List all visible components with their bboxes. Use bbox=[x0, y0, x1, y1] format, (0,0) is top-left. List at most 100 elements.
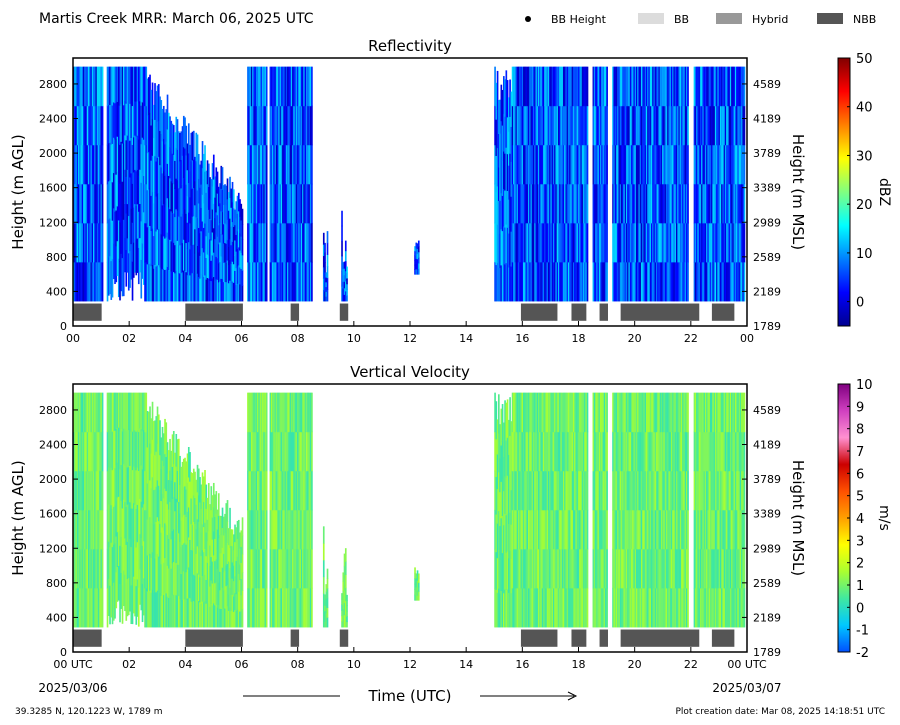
echo-cell bbox=[642, 470, 644, 511]
echo-cell bbox=[79, 261, 81, 302]
echo-cell bbox=[699, 144, 702, 185]
echo-cell bbox=[630, 548, 633, 589]
echo-cell bbox=[93, 509, 95, 550]
echo-cell bbox=[707, 66, 710, 107]
echo-cell bbox=[344, 574, 347, 589]
echo-cell bbox=[304, 431, 307, 472]
echo-cell bbox=[576, 470, 579, 511]
echo-cell bbox=[729, 222, 732, 263]
echo-cell bbox=[713, 587, 716, 628]
echo-cell bbox=[260, 222, 263, 263]
echo-cell bbox=[150, 453, 153, 489]
echo-cell bbox=[169, 564, 171, 597]
echo-cell bbox=[239, 595, 241, 612]
echo-cell bbox=[570, 392, 573, 433]
echo-cell bbox=[272, 105, 274, 146]
echo-cell bbox=[117, 181, 120, 221]
echo-cell bbox=[346, 266, 348, 273]
echo-cell bbox=[569, 431, 571, 472]
echo-cell bbox=[567, 66, 570, 107]
echo-cell bbox=[235, 593, 238, 611]
echo-cell bbox=[535, 392, 538, 433]
echo-cell bbox=[652, 392, 654, 433]
echo-cell bbox=[585, 105, 588, 146]
echo-cell bbox=[734, 183, 737, 224]
echo-cell bbox=[662, 222, 664, 263]
echo-cell bbox=[658, 66, 661, 107]
echo-cell bbox=[136, 467, 139, 505]
echo-cell bbox=[547, 431, 550, 472]
echo-cell bbox=[667, 392, 669, 433]
echo-cell bbox=[324, 271, 326, 283]
echo-cell bbox=[292, 470, 294, 511]
echo-cell bbox=[202, 551, 205, 578]
echo-cell bbox=[324, 610, 326, 617]
echo-cell bbox=[106, 548, 109, 589]
echo-cell bbox=[417, 586, 420, 592]
echo-cell bbox=[76, 587, 79, 628]
echo-cell bbox=[598, 431, 601, 472]
echo-cell bbox=[703, 392, 706, 433]
echo-cell bbox=[221, 256, 224, 280]
echo-cell bbox=[191, 473, 194, 500]
echo-cell bbox=[605, 183, 607, 224]
echo-cell bbox=[644, 66, 647, 107]
echo-cell bbox=[258, 144, 261, 185]
echo-cell bbox=[501, 552, 504, 591]
echo-cell bbox=[227, 561, 230, 579]
echo-cell bbox=[260, 392, 263, 433]
echo-cell bbox=[151, 514, 154, 553]
echo-cell bbox=[414, 269, 416, 275]
echo-cell bbox=[526, 66, 529, 107]
echo-cell bbox=[520, 105, 523, 146]
y2-tick-label: 3389 bbox=[753, 182, 781, 195]
echo-cell bbox=[190, 472, 193, 499]
echo-cell bbox=[628, 470, 631, 511]
echo-cell bbox=[693, 183, 696, 224]
echo-cell bbox=[124, 501, 126, 539]
echo-cell bbox=[96, 105, 99, 146]
echo-cell bbox=[505, 402, 508, 441]
echo-cell bbox=[414, 255, 416, 261]
echo-cell bbox=[554, 183, 556, 224]
echo-cell bbox=[231, 578, 234, 595]
echo-cell bbox=[201, 575, 204, 602]
echo-cell bbox=[523, 587, 525, 628]
echo-cell bbox=[635, 105, 638, 146]
echo-cell bbox=[124, 428, 126, 466]
echo-cell bbox=[290, 144, 293, 185]
echo-cell bbox=[109, 104, 111, 143]
echo-cell bbox=[206, 562, 209, 585]
echo-cell bbox=[180, 159, 183, 189]
echo-cell bbox=[101, 470, 104, 511]
echo-cell bbox=[668, 183, 671, 224]
echo-cell bbox=[176, 501, 179, 534]
echo-cell bbox=[288, 144, 290, 185]
echo-cell bbox=[107, 504, 110, 542]
echo-cell bbox=[254, 587, 257, 628]
echo-cell bbox=[232, 580, 235, 597]
echo-cell bbox=[515, 183, 518, 224]
echo-cell bbox=[551, 548, 554, 589]
echo-cell bbox=[648, 548, 651, 589]
echo-cell bbox=[653, 470, 656, 511]
echo-cell bbox=[562, 392, 565, 433]
echo-cell bbox=[506, 513, 509, 552]
echo-cell bbox=[693, 222, 696, 263]
echo-cell bbox=[644, 183, 647, 224]
echo-cell bbox=[654, 105, 657, 146]
echo-cell bbox=[605, 222, 607, 263]
echo-cell bbox=[210, 240, 213, 261]
echo-cell bbox=[669, 431, 672, 472]
echo-cell bbox=[269, 105, 272, 146]
echo-cell bbox=[565, 509, 568, 550]
echo-cell bbox=[114, 430, 116, 469]
echo-cell bbox=[303, 144, 305, 185]
echo-cell bbox=[230, 578, 233, 595]
echo-cell bbox=[154, 558, 156, 594]
echo-cell bbox=[184, 457, 186, 487]
echo-cell bbox=[147, 519, 150, 556]
echo-cell bbox=[739, 548, 742, 589]
echo-cell bbox=[216, 587, 219, 608]
echo-cell bbox=[225, 585, 228, 607]
